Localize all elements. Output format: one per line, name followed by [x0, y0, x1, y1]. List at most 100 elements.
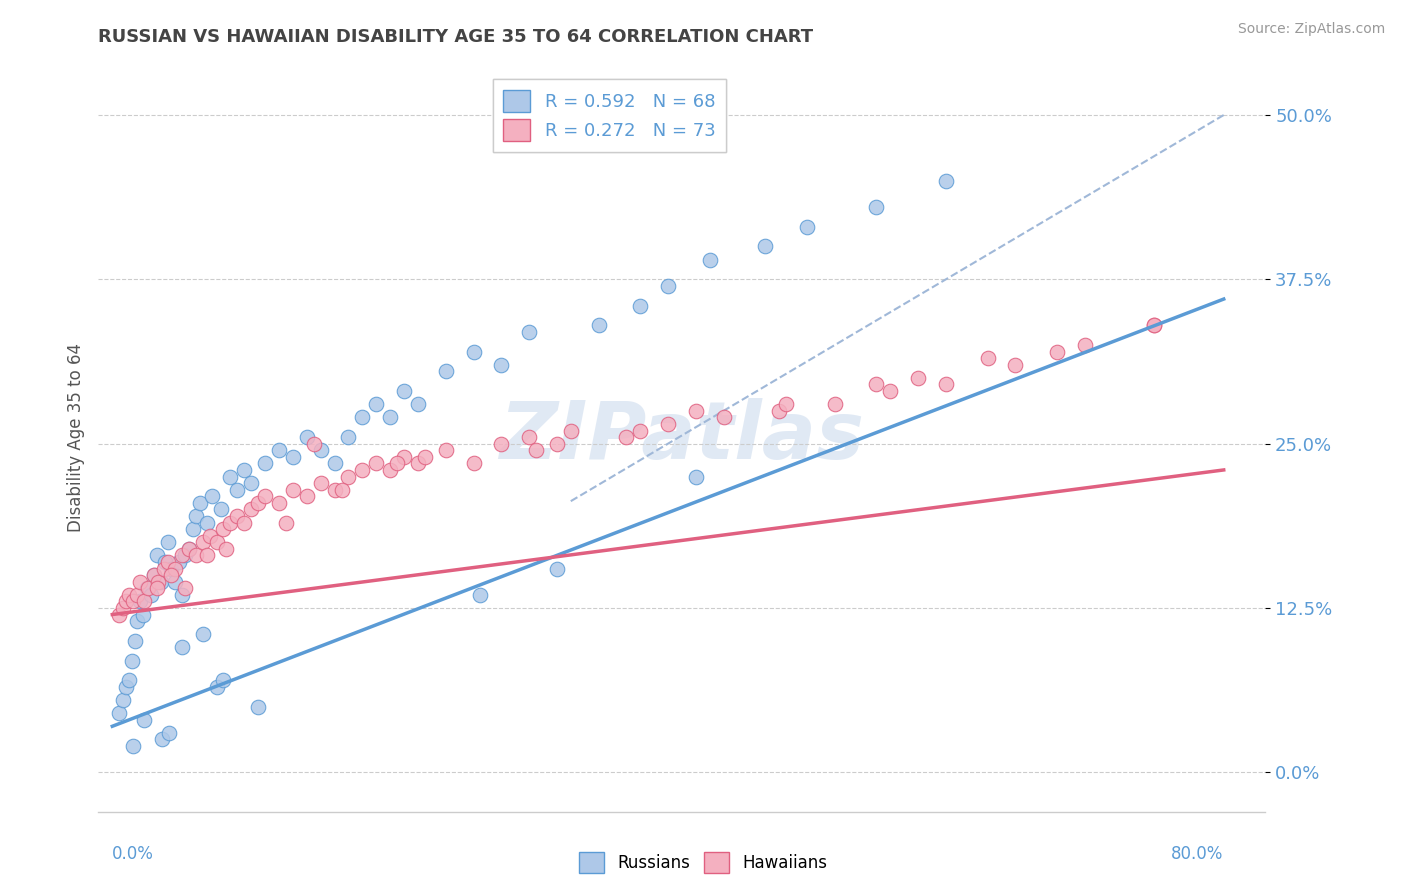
Point [134, 594, 156, 608]
Point [153, 555, 176, 569]
Point [122, 594, 145, 608]
Point [295, 430, 318, 444]
Legend: Russians, Hawaiians: Russians, Hawaiians [572, 846, 834, 880]
Point [127, 614, 149, 628]
Point [865, 200, 887, 214]
Point [212, 673, 235, 688]
Point [470, 588, 492, 602]
Point [517, 325, 540, 339]
Point [115, 594, 138, 608]
Text: 0.0%: 0.0% [112, 845, 155, 863]
Text: 80.0%: 80.0% [1171, 845, 1223, 863]
Point [247, 699, 270, 714]
Point [136, 581, 159, 595]
Point [865, 377, 887, 392]
Point [491, 436, 513, 450]
Point [434, 364, 457, 378]
Point [173, 581, 195, 595]
Point [184, 508, 207, 523]
Point [184, 549, 207, 563]
Point [146, 574, 169, 589]
Point [775, 397, 797, 411]
Point [226, 508, 249, 523]
Point [907, 371, 929, 385]
Point [385, 456, 408, 470]
Point [657, 279, 679, 293]
Point [366, 456, 388, 470]
Point [254, 456, 277, 470]
Point [138, 581, 160, 595]
Point [281, 483, 304, 497]
Point [491, 358, 513, 372]
Point [219, 516, 242, 530]
Point [129, 594, 152, 608]
Point [191, 535, 214, 549]
Point [157, 726, 180, 740]
Point [380, 410, 402, 425]
Point [768, 404, 790, 418]
Point [143, 568, 166, 582]
Point [330, 483, 353, 497]
Point [1074, 338, 1097, 352]
Point [281, 450, 304, 464]
Point [195, 549, 218, 563]
Point [167, 555, 190, 569]
Point [226, 483, 249, 497]
Point [976, 351, 998, 366]
Point [434, 443, 457, 458]
Point [188, 496, 211, 510]
Point [560, 424, 582, 438]
Point [191, 627, 214, 641]
Point [380, 463, 402, 477]
Point [309, 476, 332, 491]
Point [935, 377, 957, 392]
Point [112, 693, 135, 707]
Point [219, 469, 242, 483]
Point [309, 443, 332, 458]
Point [195, 516, 218, 530]
Point [614, 430, 637, 444]
Point [463, 344, 485, 359]
Point [323, 456, 346, 470]
Point [352, 410, 374, 425]
Point [824, 397, 846, 411]
Point [143, 568, 166, 582]
Point [177, 541, 200, 556]
Point [132, 607, 155, 622]
Point [796, 219, 818, 234]
Point [517, 430, 540, 444]
Point [205, 680, 228, 694]
Point [170, 588, 193, 602]
Point [302, 436, 325, 450]
Point [233, 463, 256, 477]
Point [295, 489, 318, 503]
Point [1046, 344, 1069, 359]
Point [159, 561, 181, 575]
Point [524, 443, 547, 458]
Point [628, 299, 651, 313]
Point [685, 469, 707, 483]
Point [209, 502, 232, 516]
Point [152, 561, 174, 575]
Point [146, 581, 169, 595]
Text: Source: ZipAtlas.com: Source: ZipAtlas.com [1237, 22, 1385, 37]
Point [156, 555, 179, 569]
Point [118, 673, 141, 688]
Point [413, 450, 436, 464]
Point [108, 706, 131, 720]
Point [699, 252, 721, 267]
Point [463, 456, 485, 470]
Y-axis label: Disability Age 35 to 64: Disability Age 35 to 64 [66, 343, 84, 532]
Point [205, 535, 228, 549]
Point [233, 516, 256, 530]
Point [337, 469, 360, 483]
Point [628, 424, 651, 438]
Point [657, 417, 679, 431]
Point [122, 739, 145, 753]
Point [173, 549, 195, 563]
Point [159, 568, 181, 582]
Point [129, 574, 152, 589]
Point [254, 489, 277, 503]
Point [212, 522, 235, 536]
Point [267, 496, 290, 510]
